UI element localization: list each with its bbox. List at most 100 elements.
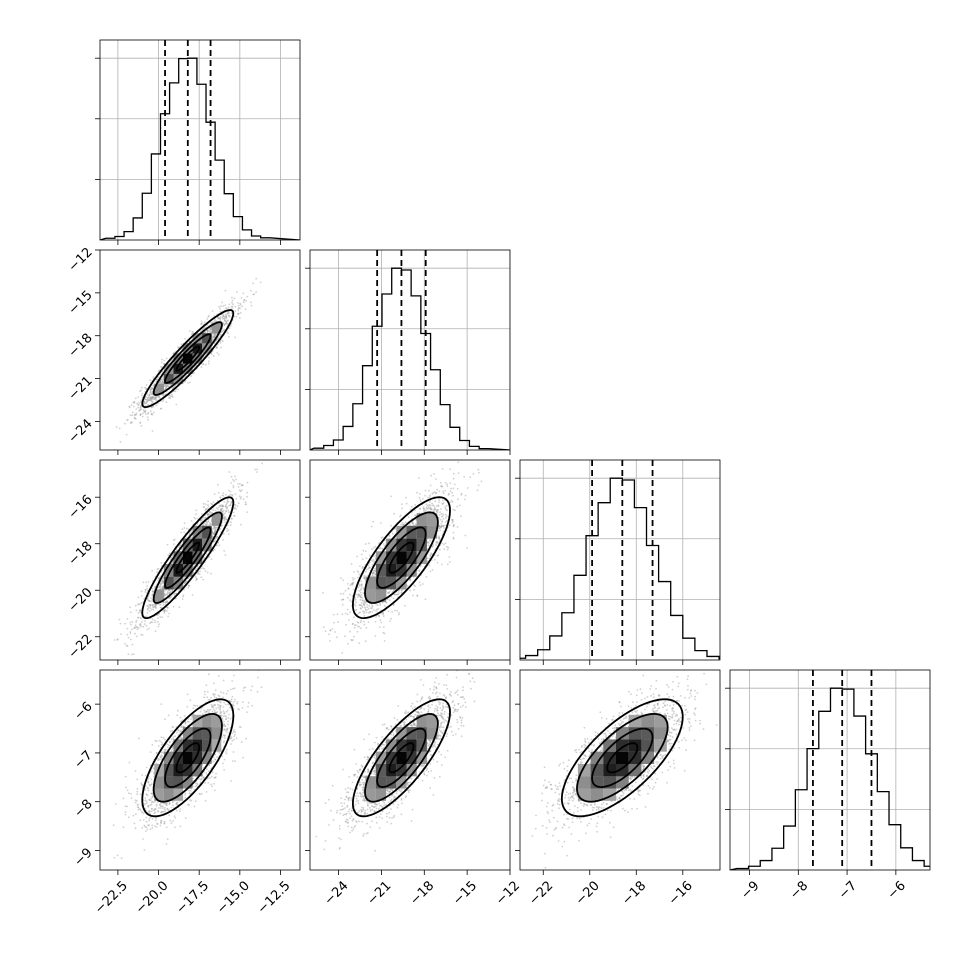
scatter-point: [438, 527, 441, 529]
scatter-point: [246, 481, 249, 484]
scatter-point: [250, 301, 252, 304]
scatter-point: [452, 494, 454, 497]
scatter-point: [452, 520, 454, 522]
scatter-point: [154, 606, 157, 608]
scatter-point: [242, 301, 245, 304]
scatter-point: [418, 477, 420, 479]
scatter-point: [166, 384, 169, 387]
scatter-point: [188, 532, 191, 535]
panel-0-0: [95, 39, 301, 245]
scatter-point: [168, 589, 171, 591]
scatter-point: [446, 548, 449, 551]
scatter-point: [428, 489, 430, 492]
scatter-point: [149, 390, 152, 393]
scatter-point: [214, 530, 217, 533]
scatter-point: [237, 302, 240, 304]
scatter-point: [202, 506, 205, 508]
scatter-point: [206, 329, 208, 332]
scatter-point: [358, 594, 361, 596]
density-cell: [163, 564, 174, 577]
scatter-point: [146, 401, 149, 403]
scatter-point: [151, 387, 153, 389]
scatter-point: [160, 365, 162, 368]
scatter-point: [199, 520, 202, 522]
scatter-point: [223, 324, 226, 327]
scatter-point: [216, 352, 219, 354]
scatter-point: [221, 510, 224, 513]
scatter-point: [166, 593, 168, 596]
scatter-point: [237, 502, 240, 505]
scatter-point: [162, 378, 165, 380]
scatter-point: [449, 501, 452, 503]
scatter-point: [126, 617, 129, 620]
scatter-point: [219, 340, 222, 343]
scatter-point: [139, 406, 142, 409]
scatter-point: [174, 385, 177, 387]
scatter-point: [207, 315, 210, 318]
scatter-point: [227, 533, 230, 535]
scatter-point: [225, 316, 228, 319]
panel-frame: [309, 249, 511, 451]
scatter-point: [134, 632, 136, 635]
scatter-point: [168, 385, 170, 388]
scatter-point: [151, 396, 154, 399]
scatter-point: [250, 289, 252, 292]
scatter-point: [205, 523, 207, 526]
scatter-point: [223, 319, 226, 322]
scatter-point: [149, 600, 151, 603]
panel-frame: [99, 249, 301, 451]
scatter-point: [438, 525, 441, 528]
scatter-point: [219, 307, 222, 310]
scatter-point: [224, 518, 227, 521]
scatter-point: [170, 393, 173, 396]
scatter-point: [144, 410, 147, 413]
scatter-point: [142, 412, 145, 415]
y-tick-label: −15: [66, 288, 96, 318]
scatter-point: [239, 307, 242, 309]
scatter-point: [154, 606, 157, 609]
scatter-point: [146, 585, 149, 587]
scatter-point: [336, 613, 339, 616]
density-cell: [183, 551, 193, 564]
density-cell: [192, 525, 203, 539]
scatter-point: [222, 492, 225, 495]
scatter-point: [152, 590, 154, 593]
scatter-point: [212, 541, 215, 543]
scatter-point: [218, 316, 221, 319]
scatter-point: [207, 362, 210, 365]
scatter-point: [166, 590, 169, 593]
scatter-point: [199, 570, 201, 573]
scatter-point: [269, 430, 271, 432]
scatter-point: [235, 478, 237, 481]
scatter-point: [222, 314, 225, 317]
scatter-point: [233, 480, 236, 482]
scatter-point: [167, 607, 169, 609]
scatter-point: [139, 623, 142, 625]
scatter-point: [197, 573, 200, 575]
scatter-point: [211, 535, 214, 538]
scatter-point: [209, 524, 212, 527]
scatter-point: [164, 385, 167, 387]
scatter-point: [157, 625, 160, 628]
density-cell: [202, 333, 212, 344]
scatter-point: [225, 307, 228, 309]
scatter-point: [241, 484, 244, 487]
scatter-point: [146, 609, 149, 611]
scatter-point: [229, 494, 232, 496]
scatter-point: [204, 517, 207, 519]
scatter-point: [215, 526, 217, 529]
scatter-point: [163, 594, 166, 597]
scatter-point: [199, 330, 202, 333]
scatter-point: [192, 331, 194, 333]
scatter-point: [234, 506, 237, 509]
scatter-point: [239, 483, 241, 485]
scatter-point: [143, 400, 146, 403]
scatter-point: [230, 502, 232, 505]
scatter-point: [222, 513, 225, 516]
scatter-point: [225, 322, 228, 325]
scatter-point: [209, 327, 212, 330]
scatter-point: [445, 515, 448, 518]
scatter-point: [159, 584, 162, 586]
scatter-point: [129, 611, 132, 614]
